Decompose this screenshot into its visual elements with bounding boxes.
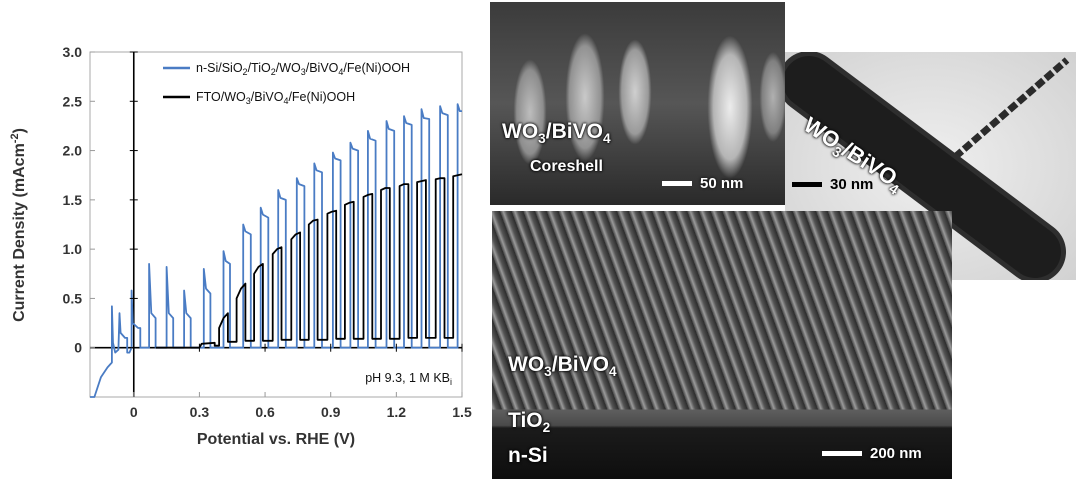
condition-annotation: pH 9.3, 1 M KBi	[365, 371, 452, 387]
scale-bar-30nm: 30 nm	[792, 176, 873, 193]
scale-bar-line	[662, 181, 692, 186]
legend: n-Si/SiO2/TiO2/WO3/BiVO4/Fe(Ni)OOH FTO/WO…	[163, 61, 410, 106]
scale-bar-label: 30 nm	[830, 176, 874, 193]
scale-bar-line	[792, 182, 822, 187]
legend-entry: n-Si/SiO2/TiO2/WO3/BiVO4/Fe(Ni)OOH	[196, 61, 410, 77]
scale-bar-200nm: 200 nm	[822, 445, 922, 462]
y-tick-label: 1.5	[63, 192, 83, 208]
scale-bar-line	[822, 451, 862, 456]
film-label: WO3/BiVO4	[508, 353, 617, 380]
scale-bar-50nm: 50 nm	[662, 175, 743, 192]
series-line-2	[155, 173, 463, 349]
tio2-label: TiO2	[508, 409, 551, 436]
x-tick-label: 0.6	[255, 404, 275, 420]
scale-bar-label: 50 nm	[700, 175, 744, 192]
x-tick-label: 1.2	[387, 404, 407, 420]
y-tick-label: 2.5	[63, 93, 83, 109]
legend-entry: FTO/WO3/BiVO4/Fe(Ni)OOH	[196, 90, 355, 106]
y-tick-label: 2.0	[63, 143, 83, 159]
photocurrent-chart: 0 0.5 1.0 1.5 2.0 2.5 3.0 0 0.3 0.6 0.9 1.2 1.5 Pote…	[9, 44, 472, 448]
sem-cross-section-image: WO3/BiVO4 TiO2 n-Si 200 nm	[492, 211, 952, 479]
y-tick-label: 0	[74, 340, 82, 356]
n-si-label: n-Si	[508, 444, 548, 467]
y-tick-label: 0.5	[63, 290, 83, 306]
x-tick-label: 0.9	[321, 404, 341, 420]
tem-image: WO3/BiVO4	[785, 52, 1076, 280]
x-tick-label: 0.3	[190, 404, 210, 420]
sem-coreshell-image: WO3/BiVO4 Coreshell 50 nm	[490, 2, 785, 205]
y-tick-label: 3.0	[63, 44, 83, 60]
plot-frame	[89, 51, 463, 398]
x-tick-label: 0	[130, 404, 138, 420]
coreshell-sublabel: Coreshell	[530, 158, 603, 175]
y-axis-label: Current Density (mAcm-2)	[9, 128, 28, 322]
scale-bar-label: 200 nm	[870, 445, 922, 462]
x-axis-label: Potential vs. RHE (V)	[197, 431, 355, 448]
series-line-1	[90, 103, 462, 398]
y-tick-label: 1.0	[63, 241, 83, 257]
coreshell-label: WO3/BiVO4	[502, 120, 611, 147]
x-tick-label: 1.5	[452, 404, 472, 420]
